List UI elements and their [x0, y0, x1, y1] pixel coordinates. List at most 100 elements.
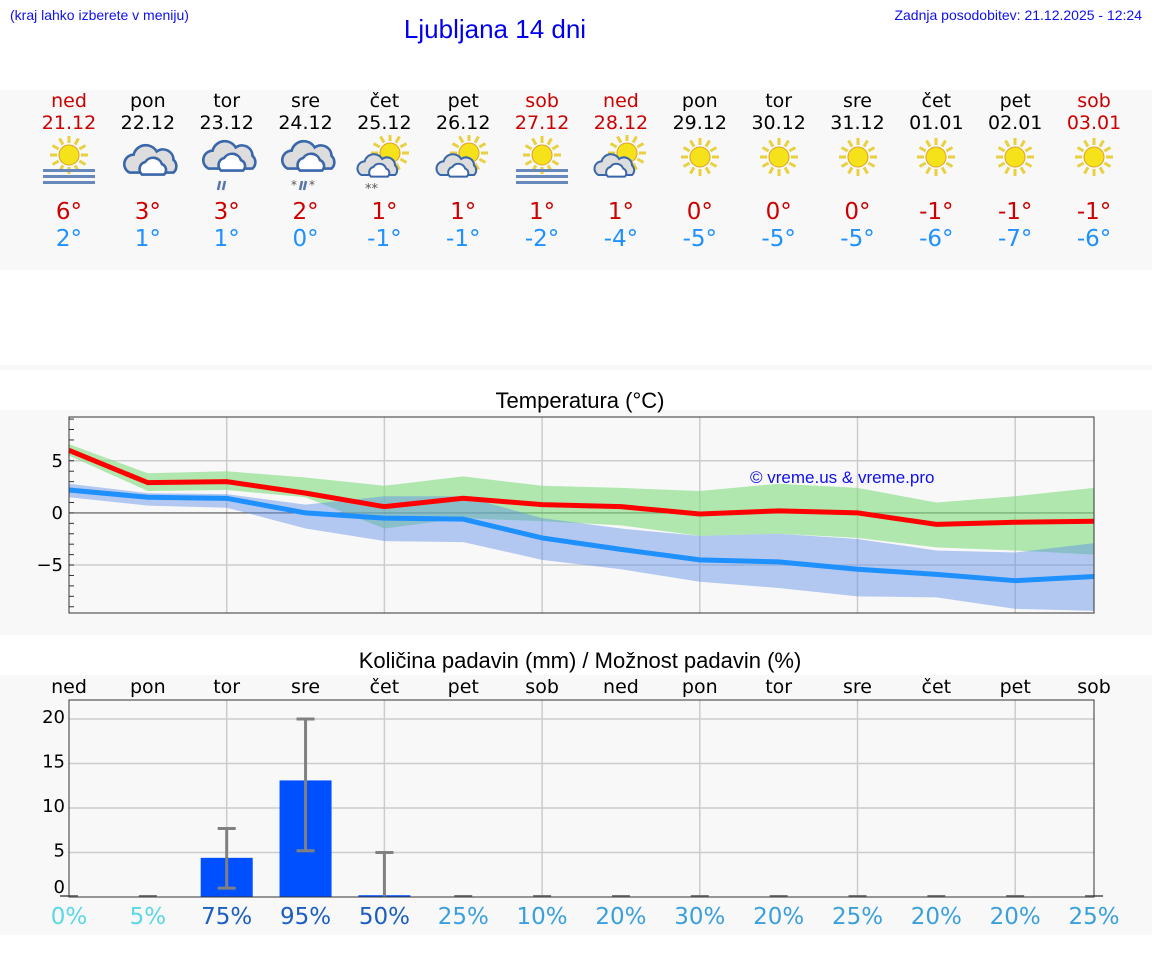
- day-name: čet: [921, 90, 952, 112]
- sun-shape: [680, 138, 719, 176]
- min-temp-line: [68, 487, 1095, 584]
- y-tick-label: 5: [54, 841, 65, 862]
- min-temp: -4°: [603, 226, 639, 252]
- day-date: 26.12: [436, 112, 491, 134]
- precip-probability: 95%: [279, 904, 332, 930]
- day-name: čet: [369, 90, 400, 112]
- day-name: ned: [603, 90, 639, 112]
- precip-day-label: sob: [1077, 676, 1111, 698]
- sun-shape: [996, 138, 1035, 176]
- max-temp: 6°: [55, 199, 83, 225]
- sun-icon: [838, 138, 877, 176]
- precip-day-label: tor: [213, 676, 241, 698]
- precip-probability: 25%: [831, 904, 884, 930]
- min-temp: 2°: [55, 226, 83, 252]
- svg-text:*: *: [309, 178, 315, 192]
- y-tick-label: 10: [42, 796, 65, 817]
- day-name: tor: [765, 90, 793, 112]
- location-hint: (kraj lahko izberete v meniju): [10, 7, 189, 23]
- svg-text:*: *: [291, 178, 297, 192]
- max-temp: -1°: [997, 199, 1033, 225]
- plot-frame: [68, 699, 1095, 898]
- max-temp: -1°: [919, 199, 954, 225]
- divider: [0, 365, 1152, 370]
- precip-probability: 75%: [201, 904, 253, 930]
- day-date: 01.01: [909, 112, 964, 134]
- min-temp: -1°: [367, 226, 402, 252]
- sun-icon: [759, 138, 798, 176]
- watermark: © vreme.us & vreme.pro: [750, 468, 935, 487]
- day-date: 03.01: [1066, 112, 1122, 134]
- day-date: 22.12: [120, 112, 176, 134]
- day-name: sre: [843, 90, 872, 112]
- day-date: 28.12: [593, 112, 649, 134]
- y-tick-label: 5: [52, 451, 63, 472]
- sun-shape: [838, 138, 877, 176]
- sun-icon: [996, 138, 1035, 176]
- precip-day-label: sre: [843, 676, 872, 698]
- min-temp: -6°: [1076, 226, 1112, 252]
- cloud-shape: [201, 139, 257, 172]
- min-temp: -5°: [761, 226, 796, 252]
- min-temp: -5°: [682, 226, 718, 252]
- sleet-cloud-icon: * *: [280, 139, 336, 192]
- max-temp: 0°: [844, 199, 871, 225]
- max-temp: 3°: [134, 199, 161, 225]
- precip-probability: 5%: [129, 904, 167, 930]
- precip-probability: 25%: [437, 904, 489, 930]
- y-tick-label: 0: [54, 877, 65, 898]
- temperature-chart-title: Temperatura (°C): [495, 388, 665, 413]
- precipitation-chart-title: Količina padavin (mm) / Možnost padavin …: [358, 648, 802, 673]
- max-temp: 2°: [292, 199, 319, 225]
- sun-shape: [917, 138, 956, 176]
- rain-cloud-icon: [201, 139, 257, 191]
- partly-cloudy-snow-icon: **: [356, 135, 410, 193]
- min-temp: -1°: [446, 226, 481, 252]
- plot-frame: [68, 416, 1095, 614]
- sun-icon: [917, 138, 956, 176]
- last-updated: Zadnja posodobitev: 21.12.2025 - 12:24: [894, 7, 1142, 23]
- min-temp: 0°: [292, 226, 319, 252]
- precip-probability: 20%: [595, 904, 647, 930]
- day-name: tor: [213, 90, 241, 112]
- max-temp: 1°: [371, 199, 398, 225]
- fog-sun-icon: [43, 136, 95, 184]
- cloudy-icon: [122, 143, 178, 176]
- cloud-shape: [280, 139, 336, 172]
- day-name: sob: [525, 90, 559, 112]
- day-date: 30.12: [751, 112, 806, 134]
- min-temp: -7°: [997, 226, 1033, 252]
- precip-probability: 50%: [358, 904, 410, 930]
- day-name: pon: [129, 90, 166, 112]
- precip-day-label: sre: [291, 676, 321, 698]
- precip-probability: 20%: [910, 904, 962, 930]
- day-name: ned: [51, 90, 87, 112]
- min-temp: 1°: [134, 226, 161, 252]
- precip-probability: 30%: [674, 904, 726, 930]
- max-temp: 3°: [213, 199, 240, 225]
- day-name: sre: [291, 90, 321, 112]
- precip-probability: 25%: [1068, 904, 1120, 930]
- day-name: pet: [999, 90, 1031, 112]
- min-temp: -2°: [524, 226, 560, 252]
- cloud-shape: [435, 153, 478, 178]
- day-date: 25.12: [357, 112, 412, 134]
- day-date: 02.01: [987, 112, 1043, 134]
- sun-shape: [1075, 138, 1114, 176]
- max-temp: 1°: [450, 199, 477, 225]
- precip-probability: 10%: [516, 904, 568, 930]
- svg-text:**: **: [365, 182, 379, 193]
- day-date: 29.12: [672, 112, 727, 134]
- precip-day-label: pon: [129, 676, 166, 698]
- y-tick-label: 20: [42, 707, 65, 728]
- precip-probability: 20%: [989, 904, 1041, 930]
- precip-probability: 0%: [50, 904, 88, 930]
- fog-sun-icon: [516, 136, 569, 184]
- partly-cloudy-icon: [435, 135, 489, 178]
- precip-probability: 20%: [753, 904, 805, 930]
- precip-day-label: pet: [999, 676, 1031, 698]
- precip-day-label: pon: [681, 676, 718, 698]
- precip-day-label: ned: [603, 676, 639, 698]
- max-temp-line: [68, 448, 1095, 527]
